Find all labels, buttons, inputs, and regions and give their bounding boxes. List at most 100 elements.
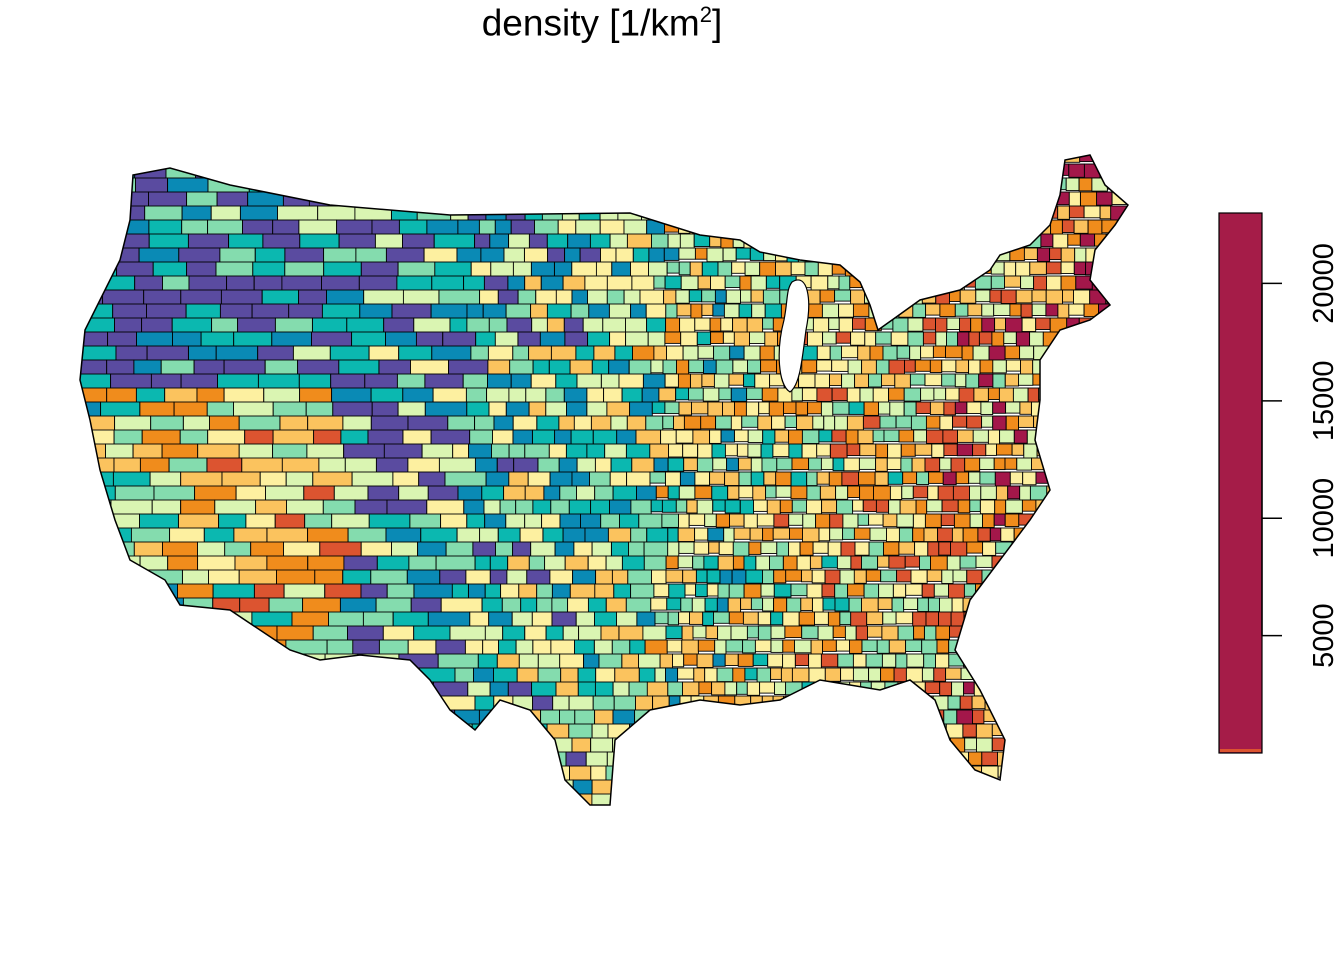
county <box>1049 247 1062 261</box>
county <box>1096 191 1113 206</box>
county <box>982 541 997 556</box>
county <box>1094 583 1107 598</box>
county <box>1132 472 1146 487</box>
county <box>717 583 730 599</box>
county <box>664 373 679 388</box>
county <box>1002 625 1017 639</box>
county <box>738 471 752 486</box>
county <box>875 499 890 513</box>
county <box>901 808 915 819</box>
county <box>936 639 950 654</box>
county <box>1072 499 1090 514</box>
county <box>1116 667 1128 683</box>
county <box>834 597 850 612</box>
county <box>263 163 302 197</box>
county <box>882 751 899 764</box>
county <box>742 639 756 654</box>
county <box>786 247 799 263</box>
county <box>661 513 679 528</box>
county <box>952 415 968 428</box>
county <box>1020 808 1032 819</box>
county <box>1044 541 1058 556</box>
county <box>723 793 740 805</box>
county <box>662 415 674 430</box>
county <box>309 751 342 789</box>
county <box>1040 233 1054 248</box>
county <box>1106 793 1122 805</box>
county <box>1101 569 1115 585</box>
county <box>1073 261 1087 276</box>
county <box>782 611 800 627</box>
county <box>952 569 968 583</box>
county <box>680 737 697 751</box>
county <box>404 177 432 209</box>
county <box>972 345 990 361</box>
county <box>694 163 711 176</box>
county <box>759 681 775 694</box>
county <box>190 681 223 715</box>
county <box>139 723 170 755</box>
county <box>653 583 670 598</box>
county <box>1038 429 1052 445</box>
county <box>696 457 714 473</box>
county <box>441 737 476 775</box>
county <box>1130 598 1143 610</box>
county <box>651 793 664 805</box>
county <box>1116 219 1128 233</box>
county <box>840 247 859 262</box>
county <box>979 457 995 470</box>
county <box>212 597 241 635</box>
county <box>413 737 443 771</box>
county <box>762 429 776 445</box>
county <box>715 205 731 221</box>
county <box>524 751 547 772</box>
county <box>644 191 667 212</box>
county <box>470 751 489 774</box>
county <box>975 289 991 303</box>
county <box>869 345 884 361</box>
county <box>936 275 951 288</box>
county <box>946 155 959 163</box>
county <box>812 597 824 614</box>
county <box>439 723 473 761</box>
county <box>1087 219 1103 235</box>
county <box>810 275 829 292</box>
county <box>760 219 777 233</box>
county <box>796 415 814 430</box>
county <box>1086 611 1102 625</box>
county <box>774 709 789 723</box>
county <box>705 751 721 766</box>
county <box>340 779 372 805</box>
county <box>980 401 994 415</box>
county <box>1017 653 1031 667</box>
county <box>749 155 767 163</box>
county <box>755 765 774 780</box>
county <box>962 723 977 738</box>
county <box>854 541 870 556</box>
county <box>1082 597 1101 612</box>
county <box>888 555 906 569</box>
county <box>894 373 911 389</box>
county <box>903 597 919 610</box>
county <box>852 653 867 668</box>
county <box>597 808 621 828</box>
county <box>692 429 711 445</box>
county <box>1098 373 1113 388</box>
county <box>1026 429 1040 445</box>
county <box>875 457 888 472</box>
county <box>706 155 722 165</box>
county <box>822 597 836 611</box>
county <box>347 793 384 805</box>
county <box>988 233 1000 246</box>
county <box>935 653 950 669</box>
county <box>757 779 775 793</box>
county <box>1010 709 1025 725</box>
county <box>1043 359 1062 373</box>
county <box>657 155 670 163</box>
county <box>718 541 734 556</box>
county <box>653 345 667 361</box>
county <box>776 457 793 471</box>
county <box>708 793 725 805</box>
county <box>916 155 934 165</box>
county <box>169 723 197 758</box>
